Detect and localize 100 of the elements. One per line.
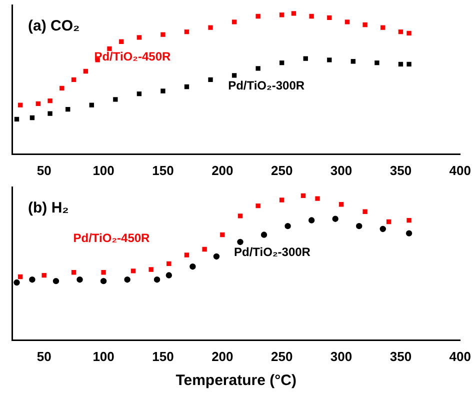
- point: [101, 270, 106, 275]
- point: [291, 11, 296, 16]
- point: [315, 196, 320, 201]
- x-tick-label: 350: [390, 348, 412, 364]
- point: [380, 226, 386, 232]
- point: [160, 32, 166, 37]
- x-tick-label: 150: [152, 348, 174, 364]
- point: [232, 73, 237, 78]
- point: [136, 91, 142, 96]
- point: [42, 272, 46, 278]
- series-label: Pd/TiO₂-450R: [73, 231, 150, 246]
- point: [18, 274, 23, 280]
- point: [208, 25, 213, 30]
- point: [260, 232, 268, 238]
- point: [362, 22, 368, 28]
- point: [160, 88, 166, 94]
- point: [119, 39, 124, 44]
- x-tick-label: 100: [92, 348, 114, 364]
- point: [52, 278, 60, 284]
- chart-title: (b) H₂: [28, 200, 69, 217]
- point: [29, 276, 36, 283]
- x-tick-label: 250: [270, 162, 293, 178]
- point: [350, 59, 356, 64]
- point: [398, 62, 404, 67]
- point: [386, 219, 392, 224]
- point: [18, 102, 23, 108]
- point: [374, 60, 380, 66]
- point: [280, 198, 284, 202]
- x-tick-label: 400: [449, 162, 472, 178]
- x-tick-label: 200: [212, 348, 234, 364]
- point: [356, 222, 362, 230]
- point: [48, 98, 52, 104]
- point: [48, 111, 52, 116]
- point: [76, 276, 83, 283]
- point: [107, 46, 112, 52]
- point: [124, 276, 130, 283]
- x-tick-label: 50: [36, 162, 52, 178]
- x-tick-label: 100: [92, 162, 114, 178]
- point: [406, 30, 412, 36]
- point: [280, 12, 284, 18]
- point: [284, 222, 291, 230]
- point: [166, 272, 172, 278]
- point: [238, 214, 243, 218]
- point: [344, 20, 350, 24]
- point: [300, 193, 306, 198]
- point: [280, 60, 284, 66]
- series-label: Pd/TiO₂-300R: [228, 78, 305, 93]
- point: [303, 56, 308, 61]
- point: [130, 268, 136, 274]
- x-tick-label: 400: [449, 348, 472, 364]
- point: [406, 62, 412, 67]
- point: [213, 253, 220, 260]
- point: [362, 209, 368, 214]
- point: [100, 278, 107, 284]
- point: [184, 252, 190, 258]
- point: [202, 246, 207, 252]
- point: [308, 217, 315, 224]
- x-tick-label: 150: [152, 162, 174, 178]
- point: [36, 101, 40, 106]
- point: [332, 216, 338, 222]
- point: [232, 20, 237, 24]
- point: [83, 68, 88, 74]
- point: [184, 84, 190, 90]
- point: [256, 203, 260, 208]
- point: [406, 230, 412, 236]
- point: [220, 232, 225, 238]
- point: [71, 270, 76, 275]
- point: [30, 115, 35, 120]
- point: [398, 29, 404, 34]
- x-tick-label: 50: [36, 348, 52, 364]
- x-tick-label: 300: [330, 348, 352, 364]
- chart-title: (a) CO₂: [28, 18, 80, 35]
- point: [309, 14, 314, 19]
- point: [256, 66, 260, 71]
- point: [136, 35, 142, 40]
- x-axis-title: Temperature (°C): [176, 372, 296, 390]
- point: [71, 77, 76, 82]
- point: [113, 97, 118, 102]
- point: [148, 267, 154, 272]
- series-label: Pd/TiO₂-450R: [94, 50, 171, 64]
- point: [327, 15, 332, 20]
- point: [327, 58, 332, 62]
- point: [184, 29, 190, 34]
- point: [89, 102, 94, 108]
- point: [256, 14, 260, 19]
- series-label: Pd/TiO₂-300R: [234, 245, 311, 260]
- x-tick-label: 300: [330, 162, 352, 178]
- point: [166, 261, 172, 266]
- x-tick-label: 250: [270, 348, 293, 364]
- point: [190, 263, 196, 270]
- point: [338, 202, 344, 207]
- point: [406, 218, 412, 223]
- x-tick-label: 350: [390, 162, 412, 178]
- point: [14, 116, 20, 122]
- x-tick-label: 200: [212, 162, 234, 178]
- point: [66, 106, 70, 112]
- point: [380, 25, 386, 30]
- point: [237, 238, 244, 246]
- point: [60, 86, 64, 90]
- point: [208, 77, 213, 82]
